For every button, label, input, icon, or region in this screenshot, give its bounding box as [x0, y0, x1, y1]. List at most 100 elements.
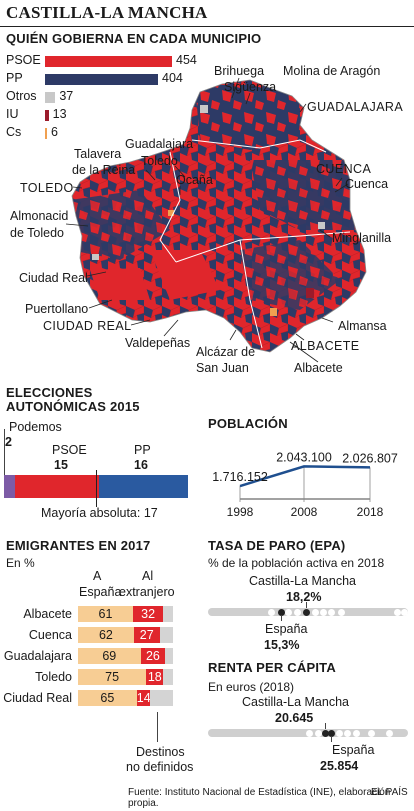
- emigrantes-espana-bar: 69: [78, 648, 141, 664]
- podemos-value: 2: [5, 435, 12, 449]
- region-dot: [386, 729, 393, 737]
- espana-marker-dot: [278, 608, 285, 616]
- renta-es-label: España: [332, 743, 375, 757]
- col-b-label-1: Al: [142, 569, 154, 583]
- podemos-label: Podemos: [9, 420, 62, 434]
- municipal-map: [65, 77, 367, 363]
- region-dot: [268, 608, 275, 616]
- paro-clm-label: Castilla-La Mancha: [249, 574, 356, 588]
- municipios-party-label: Otros: [6, 89, 37, 103]
- region-dot: [315, 729, 322, 737]
- psoe-value: 15: [54, 458, 68, 472]
- paro-es-label: España: [265, 622, 308, 636]
- emigrantes-unit: En %: [6, 556, 35, 570]
- emigrantes-extranjero-bar: 27: [133, 627, 160, 643]
- espana-marker-dot: [328, 729, 335, 737]
- destinos-label-2: no definidos: [126, 760, 194, 774]
- municipios-value: 37: [59, 89, 74, 103]
- pp-value: 16: [134, 458, 148, 472]
- region-dot: [328, 608, 335, 616]
- region-dot: [368, 729, 375, 737]
- pob-value-label: 1.716.152: [212, 470, 268, 484]
- elecciones-title-1: ELECCIONES: [6, 385, 93, 400]
- seats-segment: [4, 475, 16, 498]
- map-label-toledo-city: Toledo: [141, 154, 178, 168]
- marker-leader-line: [281, 615, 282, 621]
- clm-marker-dot: [322, 729, 329, 737]
- renta-clm-label: Castilla-La Mancha: [242, 695, 349, 709]
- map-label-toledo-province: TOLEDO: [20, 181, 74, 195]
- emigrantes-undefined-bar: [163, 606, 173, 622]
- municipios-bar: [45, 128, 47, 139]
- region-dot: [320, 608, 327, 616]
- region-dot: [353, 729, 360, 737]
- map-label-talavera-2: de la Reina: [72, 163, 136, 177]
- pp-label: PP: [134, 443, 151, 457]
- map-label-brihuega: Brihuega: [214, 64, 265, 78]
- region-dot: [285, 608, 292, 616]
- emigrantes-extranjero-bar: 32: [132, 606, 164, 622]
- paro-clm-value: 18,2%: [286, 590, 322, 604]
- municipios-bar-chart: PSOE 454 PP 404 Otros 37 IU 13 Cs 6: [0, 52, 200, 152]
- map-label-albacete-province: ALBACETE: [291, 339, 360, 353]
- map-subtitle: QUIÉN GOBIERNA EN CADA MUNICIPIO: [6, 31, 262, 46]
- map-label-ocana: Ocaña: [176, 173, 213, 187]
- region-dot: [338, 608, 345, 616]
- emigrantes-bar-chart: Albacete 61 32 Cuenca 62 27 Guadalajara 69 26 Tol…: [0, 606, 200, 736]
- municipios-value: 454: [176, 53, 197, 67]
- map-label-cuenca-province: CUENCA: [316, 162, 372, 176]
- renta-unit: En euros (2018): [208, 680, 295, 694]
- pob-value-label: 2.043.100: [276, 450, 332, 464]
- map-label-talavera-1: Talavera: [74, 147, 122, 161]
- podemos-leader-line: [4, 429, 5, 476]
- map-label-alcazar-2: San Juan: [196, 361, 249, 375]
- col-a-label-2: España: [79, 585, 122, 599]
- emigrantes-row-name: Ciudad Real: [3, 691, 72, 705]
- map-label-almonacid-2: de Toledo: [10, 226, 64, 240]
- emigrantes-undefined-bar: [163, 669, 173, 685]
- renta-clm-value: 20.645: [275, 711, 314, 725]
- emigrantes-undefined-bar: [165, 648, 173, 664]
- municipios-party-label: PP: [6, 71, 23, 85]
- map-label-alcazar-1: Alcázar de: [196, 345, 256, 359]
- emigrantes-row-name: Albacete: [23, 607, 72, 621]
- map-label-ciudad-real: Ciudad Real: [19, 271, 88, 285]
- region-dot: [401, 608, 408, 616]
- pob-year-label: 2008: [291, 505, 318, 519]
- destinos-label-1: Destinos: [136, 745, 185, 759]
- region-dot: [344, 729, 351, 737]
- paro-es-value: 15,3%: [264, 638, 300, 652]
- emigrantes-extranjero-bar: 18: [146, 669, 164, 685]
- emigrantes-espana-bar: 75: [78, 669, 147, 685]
- emigrantes-row-name: Toledo: [35, 670, 72, 684]
- map-label-siguenza: Sigüenza: [224, 80, 277, 94]
- map-label-valdepenas: Valdepeñas: [125, 336, 191, 350]
- emigrantes-espana-bar: 62: [78, 627, 134, 643]
- majority-line: [96, 470, 97, 507]
- title-divider: [0, 26, 414, 27]
- region-dot: [394, 608, 401, 616]
- marker-leader-line: [325, 723, 326, 729]
- emigrantes-row-name: Guadalajara: [3, 649, 72, 663]
- renta-es-value: 25.854: [320, 759, 359, 773]
- col-b-label-2: extranjero: [119, 585, 175, 599]
- pob-value-label: 2.026.807: [342, 451, 398, 465]
- map-label-almonacid-1: Almonacid: [10, 209, 69, 223]
- municipios-bar: [45, 110, 49, 121]
- majority-label: Mayoría absoluta: 17: [41, 506, 158, 520]
- emigrantes-undefined-bar: [159, 627, 173, 643]
- municipios-party-label: PSOE: [6, 53, 41, 67]
- municipios-bar: [45, 74, 158, 85]
- region-dot: [306, 729, 313, 737]
- page-title: CASTILLA-LA MANCHA: [6, 3, 208, 22]
- municipios-value: 404: [162, 71, 183, 85]
- col-a-label-1: A: [93, 569, 102, 583]
- renta-title: RENTA PER CÁPITA: [208, 660, 336, 675]
- map-label-minglanilla: Minglanilla: [332, 231, 392, 245]
- emigrantes-extranjero-bar: 26: [140, 648, 166, 664]
- map-label-almansa: Almansa: [338, 319, 387, 333]
- source-note: Fuente: Instituto Nacional de Estadístic…: [128, 787, 391, 809]
- municipios-value: 13: [52, 107, 67, 121]
- emigrantes-espana-bar: 61: [78, 606, 133, 622]
- emigrantes-espana-bar: 65: [78, 690, 137, 706]
